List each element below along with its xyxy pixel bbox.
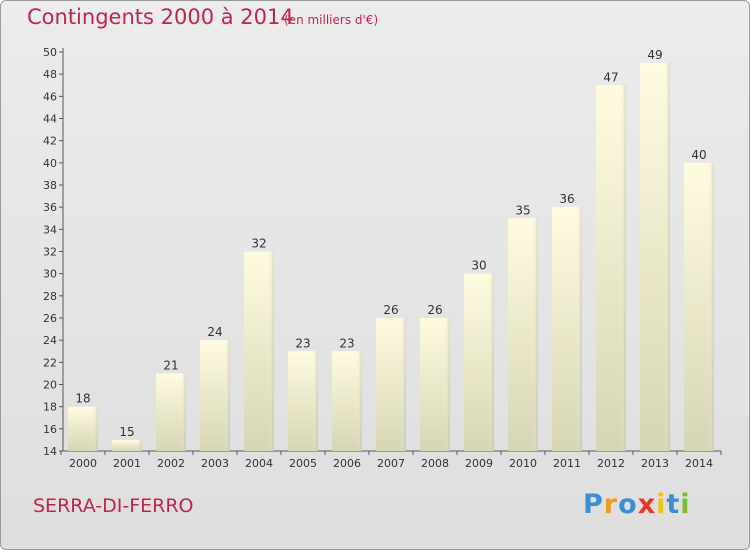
y-tick-label: 20 [43, 379, 57, 392]
x-tick-label: 2004 [245, 457, 273, 470]
proxiti-logo: Proxiti [583, 489, 691, 520]
data-label: 40 [691, 148, 706, 162]
data-label: 36 [559, 192, 574, 206]
bar-shade [532, 218, 538, 451]
bar-shade [92, 406, 98, 451]
x-tick-label: 2010 [509, 457, 537, 470]
y-tick-label: 28 [43, 290, 57, 303]
x-tick-label: 2007 [377, 457, 405, 470]
x-tick-label: 2001 [113, 457, 141, 470]
bar-shade [356, 351, 362, 451]
y-tick-label: 36 [43, 201, 57, 214]
bar-shade [576, 207, 582, 451]
y-tick-label: 42 [43, 135, 57, 148]
bar-shade [400, 318, 406, 451]
y-tick-label: 26 [43, 312, 57, 325]
data-label: 15 [119, 425, 134, 439]
bar-shade [312, 351, 318, 451]
x-tick-label: 2012 [597, 457, 625, 470]
x-tick-label: 2013 [641, 457, 669, 470]
data-label: 30 [471, 259, 486, 273]
y-tick-label: 32 [43, 246, 57, 259]
bar-shade [488, 273, 494, 451]
x-tick-label: 2002 [157, 457, 185, 470]
y-tick-label: 24 [43, 334, 57, 347]
data-label: 49 [647, 48, 662, 62]
bar-shade [224, 340, 230, 451]
chart-title: Contingents 2000 à 2014 [27, 5, 294, 29]
logo-letter: i [656, 489, 667, 520]
y-tick-label: 50 [43, 46, 57, 59]
bar-shade [136, 439, 142, 451]
logo-letter: P [583, 489, 604, 520]
x-tick-label: 2005 [289, 457, 317, 470]
logo-letter: r [603, 489, 619, 520]
data-label: 23 [339, 336, 354, 350]
data-label: 26 [383, 303, 398, 317]
data-label: 32 [251, 237, 266, 251]
logo-letter: o [618, 489, 638, 520]
data-label: 21 [163, 358, 178, 372]
x-tick-label: 2008 [421, 457, 449, 470]
y-tick-label: 22 [43, 356, 57, 369]
x-tick-label: 2009 [465, 457, 493, 470]
y-tick-label: 30 [43, 268, 57, 281]
bar-shade [664, 63, 670, 451]
y-tick-label: 34 [43, 223, 57, 236]
y-tick-label: 46 [43, 90, 57, 103]
chart-unit: (en milliers d'€) [284, 13, 379, 27]
bar-shade [620, 85, 626, 451]
x-tick-label: 2003 [201, 457, 229, 470]
y-tick-label: 16 [43, 423, 57, 436]
x-tick-label: 2006 [333, 457, 361, 470]
y-tick-label: 44 [43, 113, 57, 126]
data-label: 26 [427, 303, 442, 317]
bar-shade [444, 318, 450, 451]
data-label: 24 [207, 325, 222, 339]
x-tick-label: 2000 [69, 457, 97, 470]
data-label: 47 [603, 70, 618, 84]
bar-shade [268, 251, 274, 451]
y-tick-label: 14 [43, 445, 57, 458]
y-tick-label: 48 [43, 68, 57, 81]
bar-shade [708, 162, 714, 452]
bar [112, 439, 142, 451]
data-label: 18 [75, 392, 90, 406]
logo-letter: t [666, 489, 681, 520]
data-label: 35 [515, 203, 530, 217]
x-tick-label: 2011 [553, 457, 581, 470]
logo-letter: i [680, 489, 691, 520]
y-tick-label: 38 [43, 179, 57, 192]
x-tick-label: 2014 [685, 457, 713, 470]
y-tick-label: 40 [43, 157, 57, 170]
commune-name: SERRA-DI-FERRO [33, 495, 194, 517]
logo-letter: x [637, 489, 657, 520]
y-tick-label: 18 [43, 401, 57, 414]
data-label: 23 [295, 336, 310, 350]
bar-shade [180, 373, 186, 451]
